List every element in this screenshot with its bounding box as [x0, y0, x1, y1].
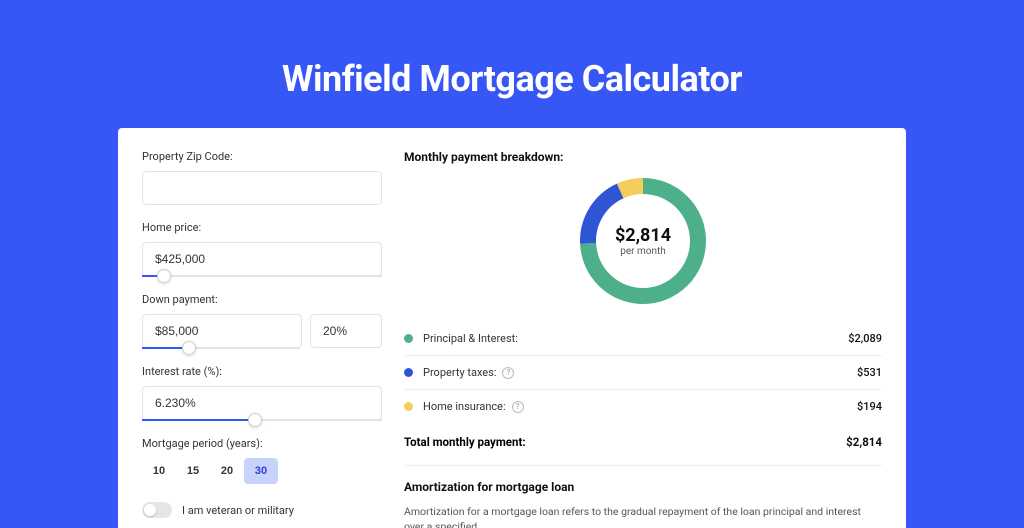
- interest-rate-slider-thumb[interactable]: [248, 413, 262, 427]
- legend-label: Principal & Interest:: [423, 332, 518, 345]
- legend-total-label: Total monthly payment:: [404, 435, 526, 449]
- donut-amount: $2,814: [615, 225, 671, 246]
- veteran-toggle-row: I am veteran or military: [142, 502, 382, 518]
- legend-value: $2,089: [848, 332, 882, 345]
- zip-input[interactable]: [142, 171, 382, 205]
- legend-row: Property taxes:? $531: [404, 356, 882, 390]
- home-price-slider-thumb[interactable]: [157, 269, 171, 283]
- down-payment-amount-input[interactable]: [142, 314, 302, 348]
- legend-value: $531: [857, 366, 882, 379]
- legend-dot: [404, 334, 413, 343]
- page-title: Winfield Mortgage Calculator: [0, 0, 1024, 128]
- legend-total-row: Total monthly payment: $2,814: [404, 423, 882, 465]
- period-option-20[interactable]: 20: [210, 458, 244, 484]
- interest-rate-label: Interest rate (%):: [142, 365, 382, 378]
- down-payment-field-group: Down payment:: [142, 293, 382, 349]
- form-column: Property Zip Code: Home price: Down paym…: [142, 150, 382, 528]
- home-price-slider[interactable]: [142, 275, 382, 277]
- help-icon[interactable]: ?: [512, 401, 524, 413]
- amortization-text: Amortization for a mortgage loan refers …: [404, 504, 882, 528]
- legend-label: Home insurance:: [423, 400, 506, 413]
- down-payment-slider-thumb[interactable]: [182, 341, 196, 355]
- legend-row: Home insurance:? $194: [404, 390, 882, 423]
- mortgage-period-label: Mortgage period (years):: [142, 437, 382, 450]
- legend: Principal & Interest: $2,089 Property taxe…: [404, 322, 882, 423]
- legend-dot: [404, 368, 413, 377]
- down-payment-percent-input[interactable]: [310, 314, 382, 348]
- veteran-toggle-knob: [144, 504, 156, 516]
- legend-label: Property taxes:: [423, 366, 496, 379]
- period-option-30[interactable]: 30: [244, 458, 278, 484]
- breakdown-title: Monthly payment breakdown:: [404, 150, 882, 164]
- help-icon[interactable]: ?: [502, 367, 514, 379]
- interest-rate-field-group: Interest rate (%):: [142, 365, 382, 421]
- legend-value: $194: [857, 400, 882, 413]
- home-price-label: Home price:: [142, 221, 382, 234]
- amortization-title: Amortization for mortgage loan: [404, 480, 882, 494]
- down-payment-slider[interactable]: [142, 347, 300, 349]
- interest-rate-slider[interactable]: [142, 419, 382, 421]
- donut-chart: $2,814 per month: [580, 178, 706, 304]
- veteran-toggle[interactable]: [142, 502, 172, 518]
- home-price-input[interactable]: [142, 242, 382, 276]
- zip-label: Property Zip Code:: [142, 150, 382, 163]
- donut-sub: per month: [620, 246, 666, 257]
- calculator-card: Property Zip Code: Home price: Down paym…: [118, 128, 906, 528]
- results-column: Monthly payment breakdown: $2,814 per mo…: [404, 150, 882, 528]
- legend-row: Principal & Interest: $2,089: [404, 322, 882, 356]
- period-option-15[interactable]: 15: [176, 458, 210, 484]
- donut-center: $2,814 per month: [580, 178, 706, 304]
- down-payment-label: Down payment:: [142, 293, 382, 306]
- period-option-10[interactable]: 10: [142, 458, 176, 484]
- veteran-toggle-label: I am veteran or military: [182, 504, 294, 517]
- home-price-field-group: Home price:: [142, 221, 382, 277]
- amortization-section: Amortization for mortgage loan Amortizat…: [404, 465, 882, 528]
- legend-total-value: $2,814: [846, 435, 882, 449]
- mortgage-period-field-group: Mortgage period (years): 10152030: [142, 437, 382, 484]
- donut-chart-wrap: $2,814 per month: [404, 178, 882, 304]
- zip-field-group: Property Zip Code:: [142, 150, 382, 205]
- legend-dot: [404, 402, 413, 411]
- interest-rate-input[interactable]: [142, 386, 382, 420]
